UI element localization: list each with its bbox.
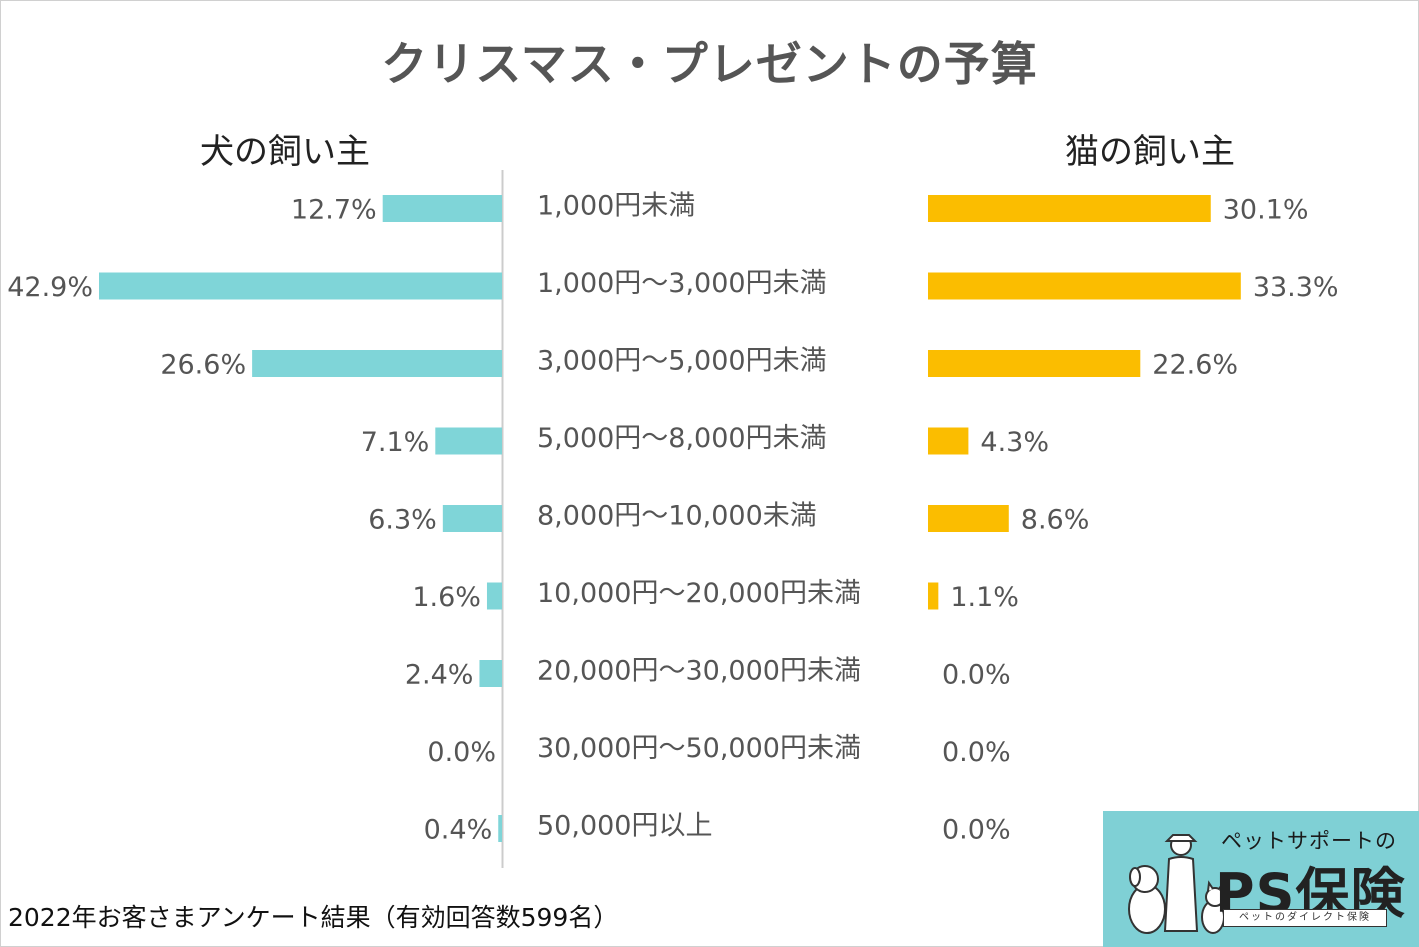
dog-value-label: 6.3% [368,505,437,536]
cat-bar [928,427,969,455]
cat-bar [928,505,1009,532]
logo-tagline: ペットのダイレクト保険 [1223,909,1387,927]
survey-footnote: 2022年お客さまアンケート結果（有効回答数599名） [8,903,619,932]
category-label: 8,000円～10,000未満 [537,501,817,532]
cat-bar [928,195,1211,222]
logo-subtitle: ペットサポートの [1221,829,1397,853]
dog-value-label: 0.0% [427,737,496,768]
dog-value-label: 26.6% [160,350,246,381]
category-label: 50,000円以上 [537,811,712,842]
category-label: 1,000円～3,000円未満 [537,268,827,299]
cat-value-label: 0.0% [942,815,1011,846]
dog-value-label: 2.4% [405,660,474,691]
category-label: 1,000円未満 [537,191,695,222]
dog-owner-legend-title: 犬の飼い主 [200,132,370,172]
dog-value-label: 7.1% [361,427,430,458]
dog-bar [252,350,502,377]
dog-bar [486,582,502,610]
cat-value-label: 0.0% [942,737,1011,768]
dog-bar [435,427,502,455]
cat-value-label: 1.1% [950,582,1019,613]
dog-bar [442,505,502,532]
cat-value-label: 8.6% [1021,505,1090,536]
dog-value-label: 12.7% [291,195,377,226]
category-label: 20,000円～30,000円未満 [537,656,861,687]
dog-value-label: 1.6% [412,582,481,613]
cat-value-label: 22.6% [1152,350,1238,381]
ps-insurance-logo: ペットサポートの PS保険 ペットのダイレクト保険 [1103,811,1419,947]
category-label: 10,000円～20,000円未満 [537,578,861,609]
dog-value-label: 0.4% [424,815,493,846]
cat-value-label: 4.3% [980,427,1049,458]
cat-bar [928,582,939,610]
dog-bar [479,660,502,687]
category-label: 5,000円～8,000円未満 [537,423,827,454]
category-label: 30,000円～50,000円未満 [537,733,861,764]
cat-bar [928,350,1141,377]
cat-value-label: 0.0% [942,660,1011,691]
owner-dog-cat-illustration-icon [1128,834,1225,934]
cat-bar [928,272,1241,300]
dog-bar [99,272,502,300]
cat-owner-legend-title: 猫の飼い主 [1065,132,1235,172]
dog-value-label: 42.9% [7,272,93,303]
cat-value-label: 30.1% [1223,195,1309,226]
category-label: 3,000円～5,000円未満 [537,346,827,377]
cat-value-label: 33.3% [1253,272,1339,303]
chart-title: クリスマス・プレゼントの予算 [381,37,1038,91]
dog-bar [498,815,502,842]
dog-bar [382,195,502,222]
